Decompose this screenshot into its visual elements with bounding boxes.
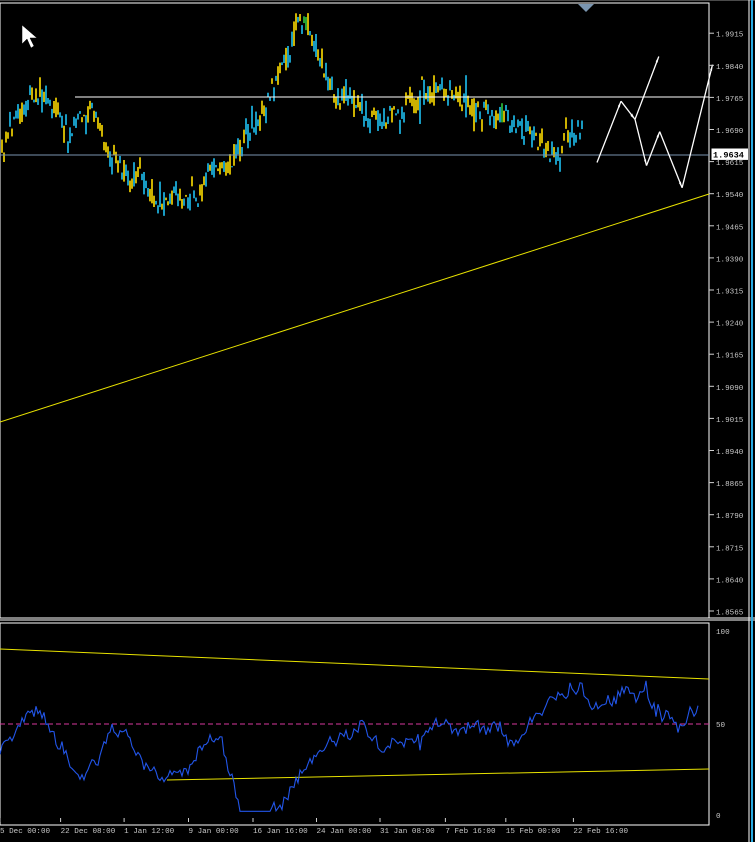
svg-text:100: 100	[716, 629, 730, 637]
svg-text:1.9765: 1.9765	[716, 96, 744, 104]
svg-text:7 Feb 16:00: 7 Feb 16:00	[445, 828, 496, 836]
svg-text:1.8790: 1.8790	[716, 513, 744, 521]
svg-text:22 Feb 16:00: 22 Feb 16:00	[573, 828, 628, 836]
svg-text:1.9634: 1.9634	[713, 151, 744, 161]
svg-text:25 Dec 00:00: 25 Dec 00:00	[0, 828, 51, 836]
svg-text:1.8865: 1.8865	[716, 481, 744, 489]
svg-text:1.9315: 1.9315	[716, 289, 744, 297]
svg-text:15 Feb 00:00: 15 Feb 00:00	[506, 828, 561, 836]
svg-text:1 Jan 12:00: 1 Jan 12:00	[124, 828, 175, 836]
svg-text:31 Jan 08:00: 31 Jan 08:00	[380, 828, 435, 836]
svg-text:50: 50	[716, 722, 726, 730]
svg-text:1.9015: 1.9015	[716, 417, 744, 425]
svg-text:1.9465: 1.9465	[716, 224, 744, 232]
svg-text:16 Jan 16:00: 16 Jan 16:00	[253, 828, 308, 836]
svg-text:1.9240: 1.9240	[716, 321, 744, 329]
svg-text:1.9840: 1.9840	[716, 64, 744, 72]
svg-text:1.9690: 1.9690	[716, 128, 744, 136]
svg-text:1.9090: 1.9090	[716, 385, 744, 393]
svg-text:1.8640: 1.8640	[716, 577, 744, 585]
svg-text:0: 0	[716, 813, 721, 821]
svg-text:1.9615: 1.9615	[716, 160, 744, 168]
svg-text:1.9390: 1.9390	[716, 256, 744, 264]
svg-text:24 Jan 00:00: 24 Jan 00:00	[317, 828, 372, 836]
svg-text:1.8565: 1.8565	[716, 610, 744, 618]
svg-text:1.9540: 1.9540	[716, 192, 744, 200]
svg-text:22 Dec 08:00: 22 Dec 08:00	[61, 828, 116, 836]
svg-text:9 Jan 00:00: 9 Jan 00:00	[189, 828, 240, 836]
svg-text:1.8715: 1.8715	[716, 545, 744, 553]
svg-text:1.9165: 1.9165	[716, 353, 744, 361]
svg-text:1.9915: 1.9915	[716, 32, 744, 40]
svg-text:1.8940: 1.8940	[716, 449, 744, 457]
